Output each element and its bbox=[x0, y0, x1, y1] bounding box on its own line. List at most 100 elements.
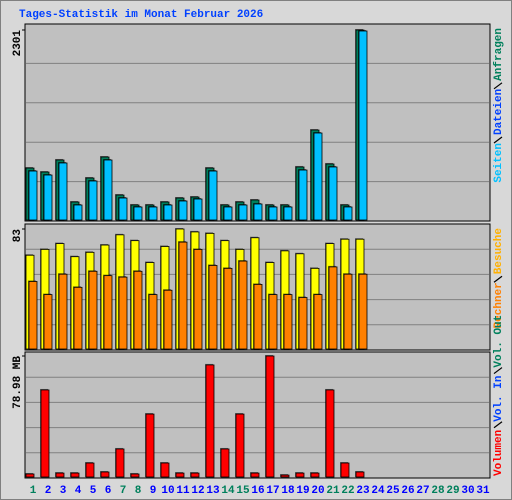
x-tick-label: 23 bbox=[356, 485, 370, 497]
bar bbox=[175, 472, 185, 478]
x-tick-label: 9 bbox=[150, 485, 157, 497]
x-tick-label: 7 bbox=[120, 485, 127, 497]
x-tick-label: 4 bbox=[75, 485, 82, 497]
x-tick-label: 12 bbox=[191, 485, 204, 497]
x-tick-label: 22 bbox=[341, 485, 354, 497]
bar bbox=[118, 276, 128, 350]
x-tick-label: 1 bbox=[30, 485, 37, 497]
legend-separator bbox=[493, 367, 503, 375]
bar bbox=[160, 462, 170, 478]
x-tick-label: 24 bbox=[371, 485, 385, 497]
legend-separator bbox=[493, 275, 503, 283]
bar bbox=[238, 260, 248, 350]
bar bbox=[43, 174, 53, 221]
bar bbox=[238, 204, 248, 221]
legend-label: Vol. Out bbox=[493, 315, 505, 368]
y-tick-label: 83 bbox=[12, 229, 24, 243]
bar bbox=[355, 471, 365, 478]
x-tick-label: 5 bbox=[90, 485, 97, 497]
legend-label: Anfragen bbox=[493, 28, 505, 81]
x-tick-label: 10 bbox=[161, 485, 174, 497]
x-tick-label: 19 bbox=[296, 485, 309, 497]
x-tick-label: 20 bbox=[311, 485, 324, 497]
bar bbox=[358, 30, 368, 221]
bar bbox=[133, 206, 143, 221]
bar bbox=[310, 472, 320, 478]
bar bbox=[163, 289, 173, 350]
bar bbox=[298, 169, 308, 221]
bar bbox=[298, 297, 308, 350]
bar bbox=[73, 204, 83, 221]
bar bbox=[148, 206, 158, 221]
bar bbox=[178, 200, 188, 221]
bar bbox=[70, 472, 80, 478]
bar bbox=[85, 462, 95, 478]
x-tick-label: 8 bbox=[135, 485, 142, 497]
bar bbox=[193, 249, 203, 350]
bar bbox=[253, 203, 263, 221]
x-tick-label: 11 bbox=[176, 485, 190, 497]
legend-label: Volumen bbox=[493, 430, 505, 476]
bar bbox=[178, 241, 188, 350]
bar bbox=[103, 275, 113, 350]
bar bbox=[118, 197, 128, 221]
y-tick-label: 2301 bbox=[12, 30, 24, 57]
bar bbox=[283, 206, 293, 221]
x-tick-label: 25 bbox=[386, 485, 400, 497]
bar bbox=[148, 294, 158, 350]
bar bbox=[358, 273, 368, 350]
bar bbox=[25, 473, 35, 478]
bar bbox=[208, 265, 218, 350]
bar bbox=[103, 159, 113, 221]
bar bbox=[193, 198, 203, 221]
bar bbox=[268, 206, 278, 221]
y-tick-label: 78.98 MB bbox=[12, 356, 24, 409]
x-tick-label: 26 bbox=[401, 485, 414, 497]
bar bbox=[88, 270, 98, 350]
bar bbox=[28, 170, 38, 221]
bar bbox=[208, 170, 218, 221]
x-tick-label: 15 bbox=[236, 485, 250, 497]
legend-label: Dateien bbox=[493, 89, 505, 135]
bar bbox=[145, 413, 155, 478]
x-tick-label: 16 bbox=[251, 485, 264, 497]
x-tick-label: 14 bbox=[221, 485, 235, 497]
bar bbox=[280, 474, 290, 478]
bar bbox=[253, 283, 263, 350]
bar bbox=[190, 472, 200, 478]
x-tick-label: 13 bbox=[206, 485, 220, 497]
x-tick-label: 27 bbox=[416, 485, 429, 497]
x-tick-label: 18 bbox=[281, 485, 295, 497]
bar bbox=[133, 270, 143, 350]
legend-label: Rechner bbox=[493, 282, 505, 328]
bar bbox=[115, 448, 125, 478]
bar bbox=[40, 389, 50, 478]
bar bbox=[340, 462, 350, 478]
bar bbox=[268, 294, 278, 350]
bar bbox=[235, 413, 245, 478]
legend-separator bbox=[493, 421, 503, 429]
bar bbox=[220, 448, 230, 478]
x-tick-label: 31 bbox=[476, 485, 490, 497]
x-tick-label: 17 bbox=[266, 485, 279, 497]
bar bbox=[343, 206, 353, 221]
bar bbox=[130, 473, 140, 478]
bar bbox=[223, 267, 233, 350]
chart-title: Tages-Statistik im Monat Februar 2026 bbox=[19, 9, 263, 21]
bar bbox=[28, 281, 38, 350]
bar bbox=[205, 364, 215, 478]
legend-label: Besuche bbox=[493, 228, 505, 275]
bar bbox=[325, 389, 335, 478]
x-tick-label: 3 bbox=[60, 485, 67, 497]
bar bbox=[343, 273, 353, 350]
x-tick-label: 2 bbox=[45, 485, 52, 497]
bar bbox=[223, 206, 233, 221]
bar bbox=[163, 204, 173, 221]
bar bbox=[313, 132, 323, 221]
bar bbox=[250, 472, 260, 478]
bar bbox=[265, 355, 275, 478]
bar bbox=[100, 471, 110, 478]
bar bbox=[328, 266, 338, 350]
